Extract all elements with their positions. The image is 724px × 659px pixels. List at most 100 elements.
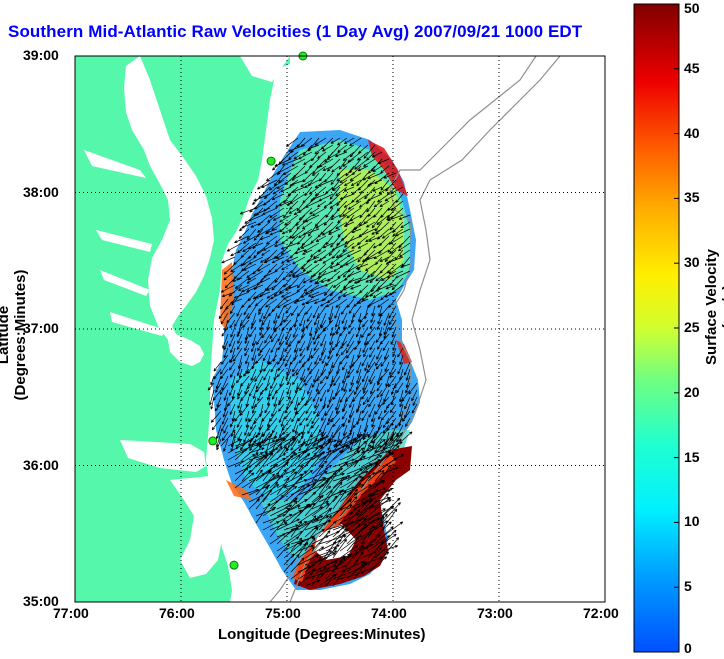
velocity-arrow — [382, 340, 390, 352]
velocity-arrow — [318, 475, 333, 496]
velocity-arrow — [325, 207, 334, 218]
velocity-arrow — [273, 172, 285, 187]
velocity-arrow — [305, 410, 313, 422]
velocity-arrow — [311, 485, 332, 503]
velocity-arrow — [371, 417, 376, 428]
velocity-arrow — [381, 433, 395, 447]
velocity-arrow — [294, 424, 299, 434]
velocity-arrow — [339, 435, 361, 454]
velocity-arrow — [252, 291, 264, 300]
velocity-arrow — [387, 214, 404, 222]
velocity-arrow — [281, 291, 292, 298]
velocity-arrow — [351, 228, 362, 233]
velocity-arrow — [351, 242, 362, 249]
velocity-arrow — [384, 291, 397, 298]
velocity-arrow — [223, 270, 236, 281]
velocity-arrow — [262, 506, 277, 517]
velocity-arrow — [265, 298, 278, 308]
velocity-arrows — [207, 137, 418, 587]
velocity-arrow — [332, 417, 341, 427]
velocity-arrow — [329, 200, 341, 209]
velocity-arrow — [269, 519, 286, 538]
velocity-arrow — [360, 500, 378, 517]
velocity-arrow — [335, 249, 348, 259]
velocity-arrow — [373, 249, 390, 260]
velocity-arrow — [216, 438, 222, 451]
velocity-arrow — [347, 270, 362, 278]
velocity-arrow — [273, 312, 278, 324]
velocity-arrow — [290, 537, 303, 552]
velocity-arrow — [269, 410, 278, 422]
velocity-arrow — [315, 382, 320, 392]
velocity-arrow — [314, 396, 320, 409]
velocity-arrow — [263, 361, 271, 372]
velocity-arrow — [313, 333, 320, 345]
velocity-arrow — [374, 441, 403, 454]
velocity-arrow — [367, 469, 382, 482]
colorbar-tick-label: 15 — [684, 448, 700, 465]
velocity-arrow — [310, 249, 320, 258]
velocity-arrow — [388, 263, 404, 275]
velocity-arrow — [326, 151, 341, 160]
velocity-arrow — [234, 454, 256, 468]
velocity-arrow — [254, 368, 264, 382]
colorbar-tick-label: 20 — [684, 383, 700, 400]
velocity-arrow — [357, 347, 362, 359]
velocity-arrow — [303, 158, 313, 166]
velocity-arrow — [325, 368, 334, 380]
velocity-arrow — [367, 520, 389, 531]
velocity-arrow — [293, 340, 299, 353]
velocity-arrow — [332, 179, 348, 192]
velocity-arrow — [258, 305, 264, 315]
velocity-arrow — [405, 375, 411, 388]
velocity-arrow — [230, 298, 243, 304]
velocity-arrow — [312, 305, 320, 319]
velocity-arrow — [332, 569, 346, 587]
velocity-arrow — [271, 256, 285, 264]
velocity-arrow — [282, 347, 292, 362]
velocity-arrow — [355, 326, 362, 338]
velocity-arrow — [333, 375, 341, 387]
velocity-arrow — [339, 492, 358, 510]
velocity-arrow — [411, 389, 418, 402]
velocity-arrow — [327, 347, 334, 360]
velocity-arrow — [299, 340, 306, 352]
velocity-arrow — [234, 440, 257, 461]
velocity-arrow — [234, 312, 243, 327]
velocity-arrow — [314, 144, 327, 155]
velocity-arrow — [343, 186, 355, 192]
velocity-arrow — [308, 291, 320, 297]
velocity-arrow — [381, 466, 399, 475]
velocity-arrow — [224, 277, 236, 289]
y-axis-label: Latitude (Degrees:Minutes) — [0, 269, 29, 401]
velocity-arrow — [353, 531, 373, 545]
velocity-arrow — [259, 312, 264, 323]
velocity-arrow — [313, 368, 320, 383]
velocity-arrow — [269, 484, 295, 503]
velocity-arrow — [236, 326, 243, 338]
velocity-arrow — [383, 172, 397, 179]
velocity-arrow — [304, 525, 318, 538]
velocity-arrow — [243, 431, 250, 443]
velocity-arrow — [365, 277, 376, 283]
bathymetry-contours — [269, 56, 561, 602]
velocity-arrow — [232, 277, 243, 282]
velocity-arrow — [290, 557, 305, 573]
velocity-arrow — [241, 221, 257, 229]
velocity-arrow — [332, 432, 352, 447]
velocity-arrow — [339, 496, 358, 517]
velocity-arrow — [283, 471, 298, 482]
velocity-arrow — [309, 326, 313, 337]
velocity-arrow — [322, 228, 334, 236]
velocity-arrow — [266, 291, 278, 299]
velocity-arrow — [297, 333, 306, 344]
velocity-arrow — [348, 382, 355, 392]
velocity-arrow — [339, 193, 355, 200]
velocity-arrow — [339, 172, 355, 184]
velocity-arrow — [376, 389, 383, 398]
velocity-arrow — [304, 579, 321, 587]
velocity-arrow — [234, 410, 243, 422]
velocity-arrow — [374, 493, 389, 510]
velocity-arrow — [256, 228, 271, 237]
velocity-arrow — [297, 506, 323, 524]
